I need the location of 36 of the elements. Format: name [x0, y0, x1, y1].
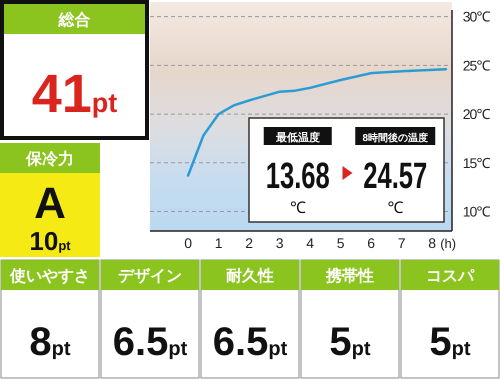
category-label: 総合 [58, 11, 90, 29]
category-label: 携帯性 [325, 267, 374, 285]
annotation: 13.68 [266, 154, 330, 196]
annotation: 24.57 [363, 154, 428, 196]
x-tick-label: 3 [276, 235, 284, 251]
y-tick-label: 15℃ [462, 154, 490, 171]
text: 41pt [32, 64, 118, 124]
annotation: ℃ [290, 200, 306, 217]
category-label: コスパ [426, 268, 475, 285]
y-tick-label: 25℃ [462, 57, 490, 74]
x-tick-label: 7 [398, 235, 406, 251]
text: 6.5pt [112, 320, 188, 364]
text: A [34, 179, 66, 228]
text: 6.5pt [212, 320, 288, 364]
category-label: デザイン [118, 267, 182, 285]
y-tick-label: 20℃ [462, 106, 490, 122]
text: 10pt [29, 226, 71, 256]
x-tick-label: 6 [367, 235, 376, 251]
category-label: 使いやすさ [9, 267, 90, 285]
x-tick-label: 2 [245, 235, 254, 251]
x-axis-title: (h) [440, 236, 456, 251]
x-tick-label: 0 [184, 235, 192, 251]
x-tick-label: 4 [306, 235, 314, 251]
annotation: 8時間後の温度 [362, 132, 428, 144]
y-tick-label: 30℃ [462, 8, 490, 25]
annotation: ℃ [387, 200, 404, 217]
x-tick-label: 5 [336, 235, 345, 251]
category-label: 耐久性 [226, 267, 274, 285]
y-tick-label: 10℃ [462, 204, 490, 220]
text: 5pt [329, 320, 371, 364]
text: 5pt [429, 320, 471, 364]
x-tick-label: 1 [214, 235, 223, 251]
x-tick-label: 8 [428, 235, 436, 251]
text: 8pt [29, 320, 71, 364]
annotation: 最低温度 [274, 131, 320, 144]
category-label: 保冷力 [25, 150, 74, 168]
